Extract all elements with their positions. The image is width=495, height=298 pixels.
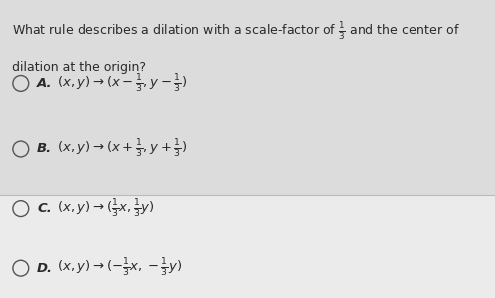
Text: dilation at the origin?: dilation at the origin? [12,60,147,74]
Text: What rule describes a dilation with a scale‐factor of $\frac{1}{3}$ and the cent: What rule describes a dilation with a sc… [12,20,460,42]
Text: $(x,y) \rightarrow (\frac{1}{3}x,\frac{1}{3}y)$: $(x,y) \rightarrow (\frac{1}{3}x,\frac{1… [57,198,155,220]
Text: D.: D. [37,262,53,275]
Text: $(x,y) \rightarrow (x+\frac{1}{3},y+\frac{1}{3})$: $(x,y) \rightarrow (x+\frac{1}{3},y+\fra… [57,138,187,160]
Text: C.: C. [37,202,52,215]
Text: $(x,y) \rightarrow (-\frac{1}{3}x,-\frac{1}{3}y)$: $(x,y) \rightarrow (-\frac{1}{3}x,-\frac… [57,257,182,279]
FancyBboxPatch shape [0,195,495,298]
Text: $(x,y) \rightarrow (x-\frac{1}{3},y-\frac{1}{3})$: $(x,y) \rightarrow (x-\frac{1}{3},y-\fra… [57,72,187,94]
FancyBboxPatch shape [0,0,495,195]
Text: A.: A. [37,77,52,90]
Text: B.: B. [37,142,52,156]
